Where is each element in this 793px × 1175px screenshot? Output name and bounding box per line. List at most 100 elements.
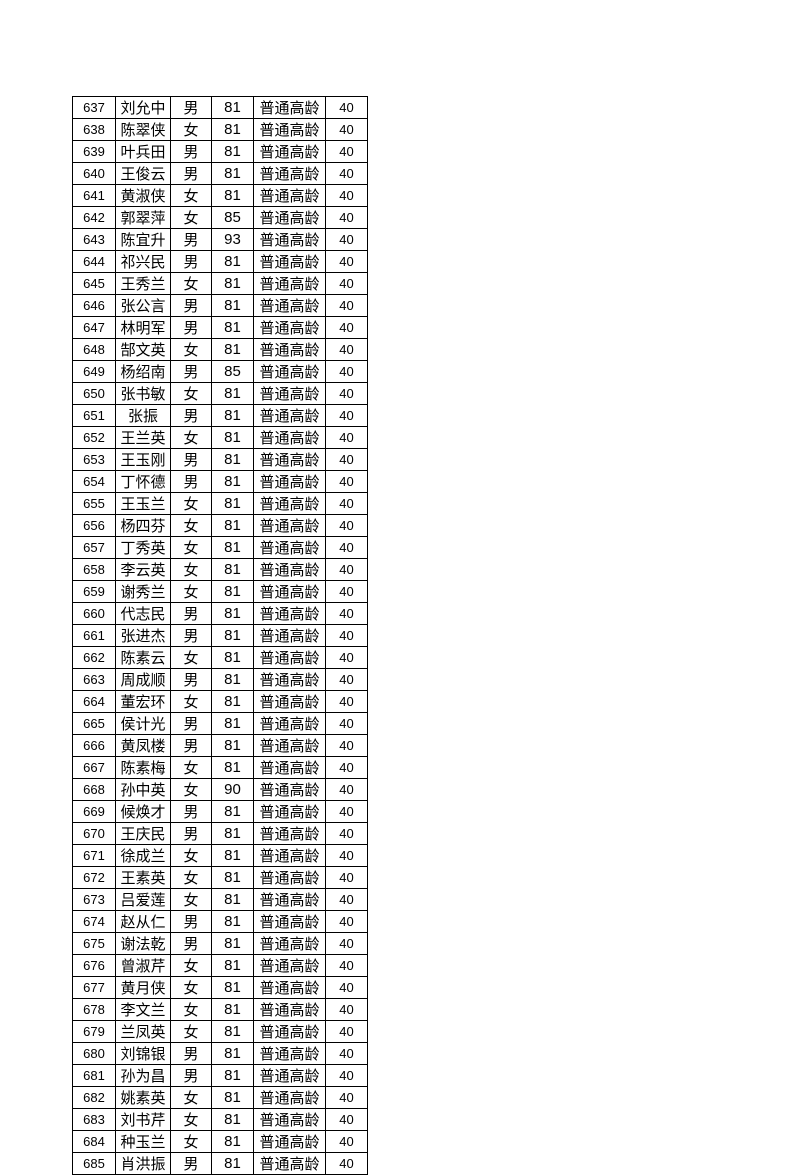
name-cell: 侯计光: [115, 712, 171, 735]
category-cell: 普通高龄: [253, 1108, 326, 1131]
category-cell: 普通高龄: [253, 1042, 326, 1065]
age-cell: 81: [211, 404, 254, 427]
table-row: 685 肖洪振男 81 普通高龄 40: [72, 1152, 368, 1175]
amount-cell: 40: [325, 338, 368, 361]
name-cell: 丁秀英: [115, 536, 171, 559]
category-cell: 普通高龄: [253, 118, 326, 141]
category-cell: 普通高龄: [253, 382, 326, 405]
amount-cell: 40: [325, 250, 368, 273]
amount-cell: 40: [325, 294, 368, 317]
gender-cell: 男: [170, 470, 212, 493]
table-row: 653 王玉刚男 81 普通高龄 40: [72, 448, 368, 471]
name-cell: 李云英: [115, 558, 171, 581]
age-cell: 81: [211, 756, 254, 779]
category-cell: 普通高龄: [253, 184, 326, 207]
table-row: 673 吕爱莲女 81 普通高龄 40: [72, 888, 368, 911]
amount-cell: 40: [325, 514, 368, 537]
name-cell: 王玉刚: [115, 448, 171, 471]
row-number-cell: 658: [72, 558, 116, 581]
amount-cell: 40: [325, 954, 368, 977]
amount-cell: 40: [325, 140, 368, 163]
amount-cell: 40: [325, 602, 368, 625]
table-row: 681 孙为昌男 81 普通高龄 40: [72, 1064, 368, 1087]
row-number-cell: 639: [72, 140, 116, 163]
row-number-cell: 655: [72, 492, 116, 515]
row-number-cell: 673: [72, 888, 116, 911]
amount-cell: 40: [325, 96, 368, 119]
row-number-cell: 657: [72, 536, 116, 559]
name-cell: 刘允中: [115, 96, 171, 119]
age-cell: 81: [211, 338, 254, 361]
category-cell: 普通高龄: [253, 470, 326, 493]
age-cell: 81: [211, 1152, 254, 1175]
category-cell: 普通高龄: [253, 426, 326, 449]
row-number-cell: 679: [72, 1020, 116, 1043]
gender-cell: 女: [170, 536, 212, 559]
category-cell: 普通高龄: [253, 294, 326, 317]
table-row: 651 张振男 81 普通高龄 40: [72, 404, 368, 427]
row-number-cell: 682: [72, 1086, 116, 1109]
gender-cell: 女: [170, 778, 212, 801]
category-cell: 普通高龄: [253, 932, 326, 955]
category-cell: 普通高龄: [253, 338, 326, 361]
table-row: 638 陈翠侠女 81 普通高龄 40: [72, 118, 368, 141]
gender-cell: 女: [170, 954, 212, 977]
name-cell: 王庆民: [115, 822, 171, 845]
table-row: 646 张公言男 81 普通高龄 40: [72, 294, 368, 317]
row-number-cell: 666: [72, 734, 116, 757]
gender-cell: 男: [170, 1064, 212, 1087]
amount-cell: 40: [325, 1042, 368, 1065]
amount-cell: 40: [325, 822, 368, 845]
age-cell: 81: [211, 558, 254, 581]
amount-cell: 40: [325, 272, 368, 295]
category-cell: 普通高龄: [253, 888, 326, 911]
row-number-cell: 651: [72, 404, 116, 427]
row-number-cell: 676: [72, 954, 116, 977]
age-cell: 81: [211, 1130, 254, 1153]
table-row: 675 谢法乾男 81 普通高龄 40: [72, 932, 368, 955]
gender-cell: 女: [170, 492, 212, 515]
table-row: 683 刘书芹女 81 普通高龄 40: [72, 1108, 368, 1131]
age-cell: 81: [211, 910, 254, 933]
age-cell: 81: [211, 1086, 254, 1109]
age-cell: 81: [211, 140, 254, 163]
row-number-cell: 646: [72, 294, 116, 317]
amount-cell: 40: [325, 932, 368, 955]
age-cell: 81: [211, 866, 254, 889]
age-cell: 81: [211, 448, 254, 471]
row-number-cell: 642: [72, 206, 116, 229]
table-row: 660 代志民男 81 普通高龄 40: [72, 602, 368, 625]
category-cell: 普通高龄: [253, 316, 326, 339]
age-cell: 81: [211, 162, 254, 185]
category-cell: 普通高龄: [253, 910, 326, 933]
gender-cell: 男: [170, 228, 212, 251]
name-cell: 王玉兰: [115, 492, 171, 515]
category-cell: 普通高龄: [253, 536, 326, 559]
gender-cell: 女: [170, 558, 212, 581]
age-cell: 81: [211, 1108, 254, 1131]
name-cell: 黄淑侠: [115, 184, 171, 207]
category-cell: 普通高龄: [253, 690, 326, 713]
name-cell: 张进杰: [115, 624, 171, 647]
age-cell: 81: [211, 602, 254, 625]
table-row: 669 候焕才男 81 普通高龄 40: [72, 800, 368, 823]
age-cell: 81: [211, 712, 254, 735]
name-cell: 黄凤楼: [115, 734, 171, 757]
age-cell: 81: [211, 118, 254, 141]
category-cell: 普通高龄: [253, 360, 326, 383]
table-row: 662 陈素云女 81 普通高龄 40: [72, 646, 368, 669]
amount-cell: 40: [325, 910, 368, 933]
amount-cell: 40: [325, 206, 368, 229]
category-cell: 普通高龄: [253, 272, 326, 295]
age-cell: 81: [211, 316, 254, 339]
amount-cell: 40: [325, 492, 368, 515]
age-cell: 81: [211, 954, 254, 977]
category-cell: 普通高龄: [253, 580, 326, 603]
row-number-cell: 668: [72, 778, 116, 801]
row-number-cell: 641: [72, 184, 116, 207]
age-cell: 81: [211, 96, 254, 119]
gender-cell: 男: [170, 734, 212, 757]
category-cell: 普通高龄: [253, 250, 326, 273]
name-cell: 孙为昌: [115, 1064, 171, 1087]
gender-cell: 女: [170, 690, 212, 713]
